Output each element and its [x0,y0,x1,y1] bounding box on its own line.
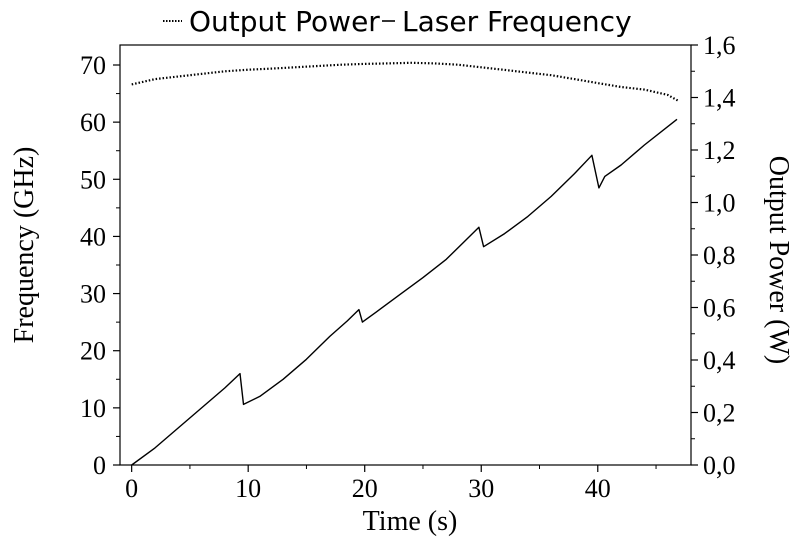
y-right-tick-label: 0,0 [703,451,736,480]
y-left-tick-label: 10 [80,394,106,423]
y-right-tick-label: 1,2 [703,136,736,165]
legend-laser-frequency-label: Laser Frequency [402,5,632,38]
x-axis-title: Time (s) [363,506,458,537]
x-tick-label: 30 [468,474,494,503]
y-right-tick-label: 0,8 [703,241,736,270]
x-tick-label: 10 [235,474,261,503]
y-right-tick-label: 0,2 [703,399,736,428]
y-left-tick-label: 20 [80,337,106,366]
y-left-tick-label: 30 [80,280,106,309]
y-right-tick-label: 0,4 [703,346,736,375]
y-left-tick-label: 0 [93,451,106,480]
x-tick-label: 40 [585,474,611,503]
laser-frequency-line [131,118,678,466]
legend: Output Power Laser Frequency [163,5,632,38]
output-power-line [131,61,680,103]
y-right-tick-label: 0,6 [703,294,736,323]
y-axis-right-title: Output Power (W) [763,156,793,364]
legend-output-power-label: Output Power [189,5,380,38]
y-right-tick-label: 1,0 [703,189,736,218]
x-axis: 0 10 20 30 40 [125,465,657,503]
y-left-tick-label: 60 [80,108,106,137]
y-right-tick-label: 1,4 [703,84,736,113]
y-axis-right: 0,0 0,2 0,4 0,6 0,8 1,0 1,2 1,4 1,6 [691,31,736,480]
y-axis-left-title: Frequency (GHz) [9,147,40,344]
y-axis-left: 0 10 20 30 40 50 60 70 [80,51,120,480]
y-left-tick-label: 50 [80,165,106,194]
y-right-tick-label: 1,6 [703,31,736,60]
y-left-tick-label: 70 [80,51,106,80]
series-layer [131,61,680,466]
y-left-tick-label: 40 [80,222,106,251]
x-tick-label: 0 [125,474,138,503]
x-tick-label: 20 [352,474,378,503]
